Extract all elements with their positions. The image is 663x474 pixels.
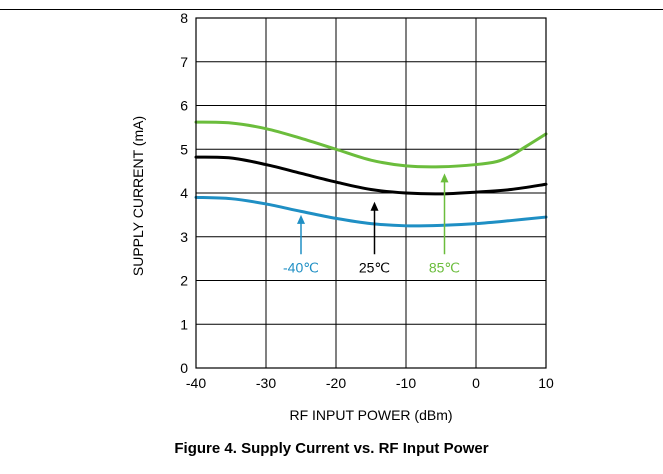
x-tick-label: -40: [186, 375, 206, 391]
y-tick-label: 8: [180, 10, 188, 26]
y-tick-label: 4: [180, 185, 188, 201]
y-axis-label-text: SUPPLY CURRENT (mA): [130, 116, 146, 276]
annotation-arrowhead-2: [441, 173, 449, 182]
y-tick-label: 6: [180, 98, 188, 114]
x-axis-label: RF INPUT POWER (dBm): [196, 407, 546, 423]
annotation-arrowhead-1: [371, 202, 379, 211]
x-tick-label: -30: [256, 375, 276, 391]
x-tick-label: -20: [326, 375, 346, 391]
y-tick-label: 7: [180, 54, 188, 70]
series-line-0: [196, 197, 546, 226]
annotation-arrowhead-0: [297, 215, 305, 224]
y-tick-label: 1: [180, 316, 188, 332]
x-tick-label: -10: [396, 375, 416, 391]
annotation-label-1: 25℃: [359, 259, 390, 275]
y-tick-label: 2: [180, 273, 188, 289]
y-tick-label: 5: [180, 141, 188, 157]
x-tick-label: 0: [472, 375, 480, 391]
y-tick-label: 3: [180, 229, 188, 245]
figure-caption: Figure 4. Supply Current vs. RF Input Po…: [0, 440, 663, 457]
annotation-label-2: 85℃: [429, 259, 460, 275]
annotation-label-0: -40℃: [283, 259, 319, 275]
x-tick-label: 10: [538, 375, 554, 391]
y-tick-label: 0: [180, 360, 188, 376]
